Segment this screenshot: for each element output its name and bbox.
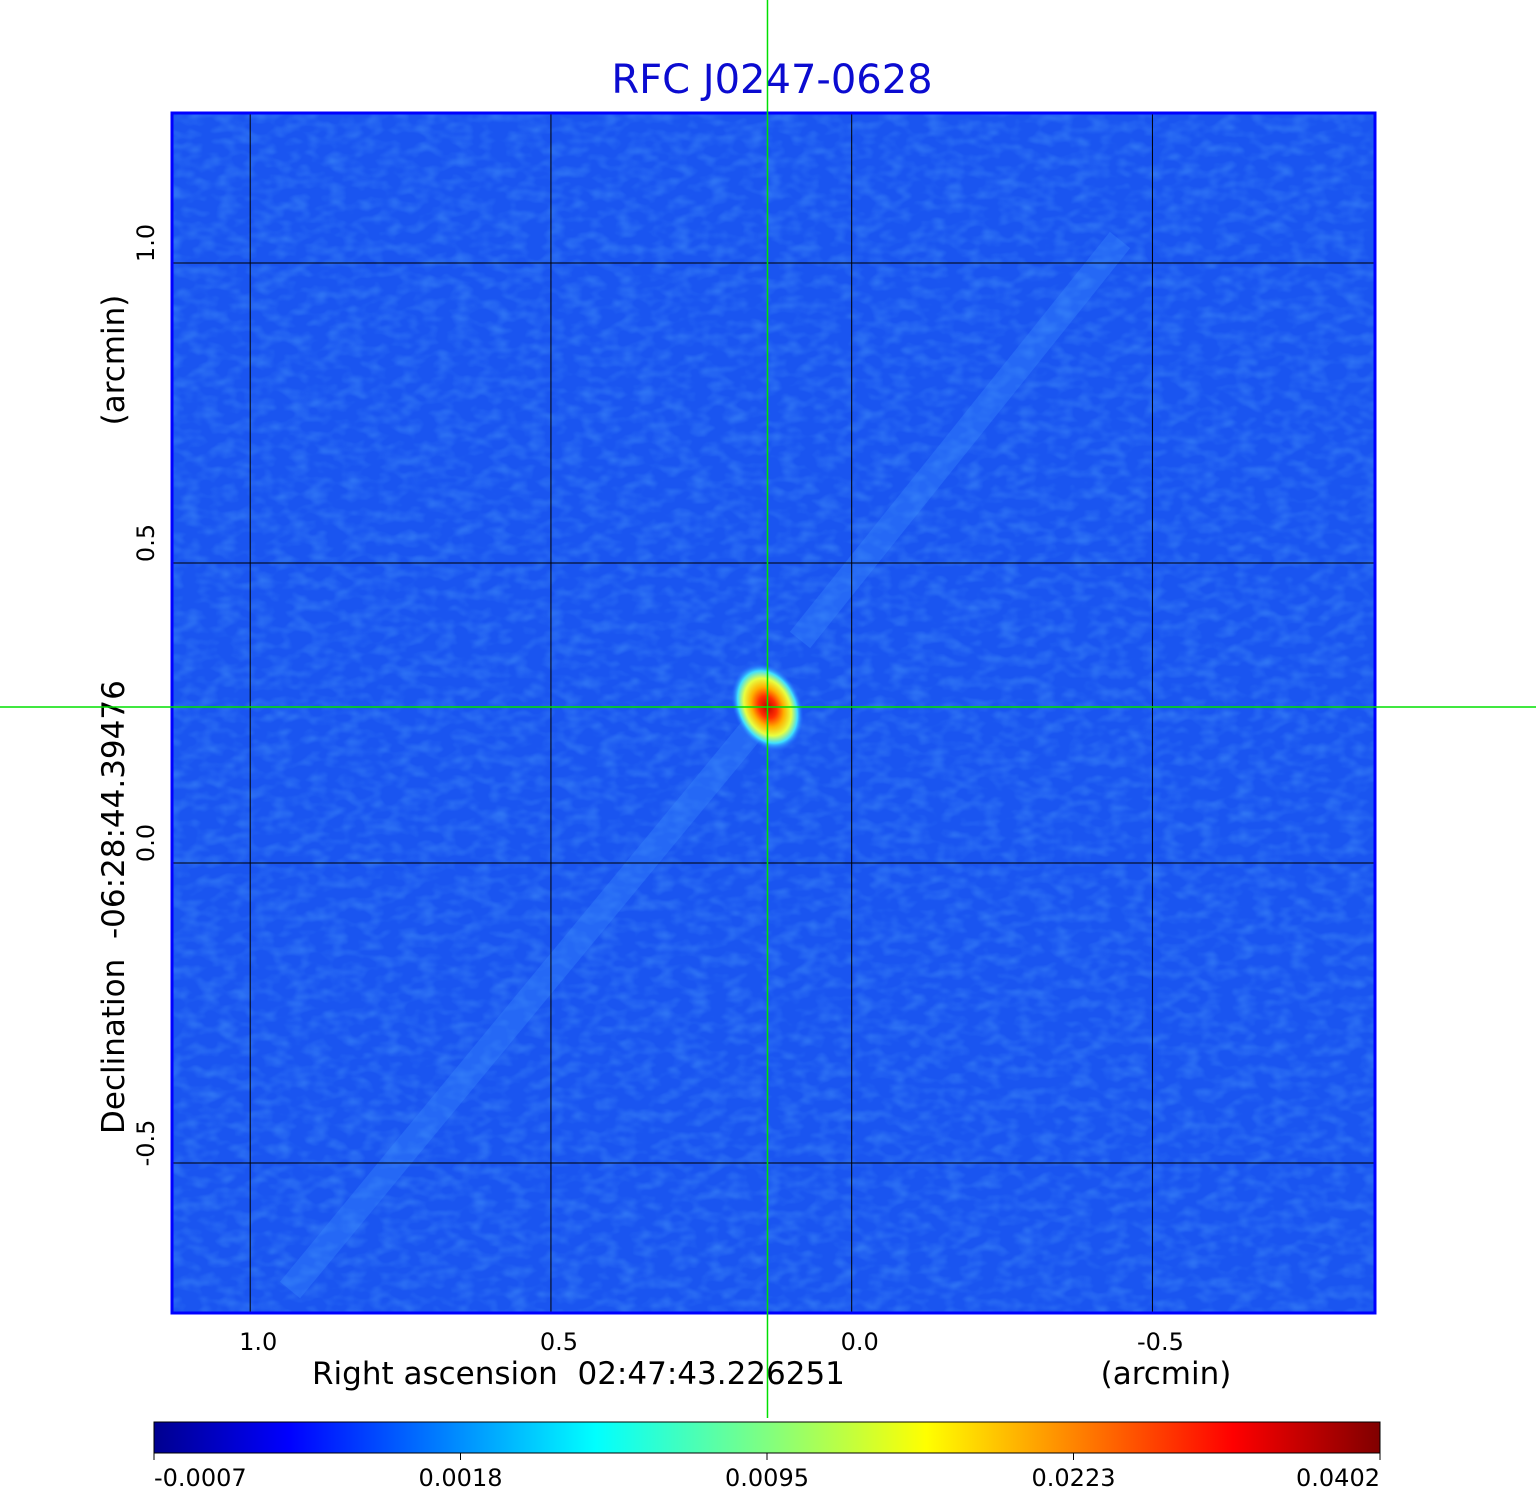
y-tick-label: 0.0 xyxy=(132,824,160,862)
y-axis-label: Declination -06:28:44.39476 xyxy=(96,680,132,1134)
x-tick-label: 1.0 xyxy=(239,1328,277,1356)
x-tick-label: -0.5 xyxy=(1137,1328,1184,1356)
y-axis-unit: (arcmin) xyxy=(96,295,132,426)
x-tick-label: 0.5 xyxy=(540,1328,578,1356)
sidelobe-ridge xyxy=(279,711,771,1299)
grid-lines xyxy=(172,113,1375,1313)
y-tick-label: -0.5 xyxy=(132,1120,160,1167)
y-tick-label: 0.5 xyxy=(132,524,160,562)
colorbar-tick-label: 0.0018 xyxy=(419,1464,503,1492)
plot-frame xyxy=(170,111,1377,1315)
sidelobe-ridge xyxy=(789,231,1131,649)
y-tick-label: 1.0 xyxy=(132,224,160,262)
chart-title: RFC J0247-0628 xyxy=(611,57,932,103)
colorbar-tick-label: 0.0402 xyxy=(1296,1464,1380,1492)
colorbar-tick-label: 0.0223 xyxy=(1032,1464,1116,1492)
x-axis-unit: (arcmin) xyxy=(1101,1356,1232,1392)
y-tick-labels: 1.0 0.5 0.0 -0.5 xyxy=(132,224,160,1167)
colorbar-ticks: -0.0007 0.0018 0.0095 0.0223 0.0402 xyxy=(153,1453,1381,1492)
image-panel xyxy=(172,113,1375,1313)
colorbar-tick-label: -0.0007 xyxy=(154,1464,247,1492)
x-tick-labels: 1.0 0.5 0.0 -0.5 xyxy=(239,1328,1184,1356)
x-tick-label: 0.0 xyxy=(841,1328,879,1356)
colorbar-tick-label: 0.0095 xyxy=(725,1464,809,1492)
colorbar xyxy=(153,1421,1381,1454)
x-axis-label: Right ascension 02:47:43.226251 xyxy=(312,1356,845,1392)
